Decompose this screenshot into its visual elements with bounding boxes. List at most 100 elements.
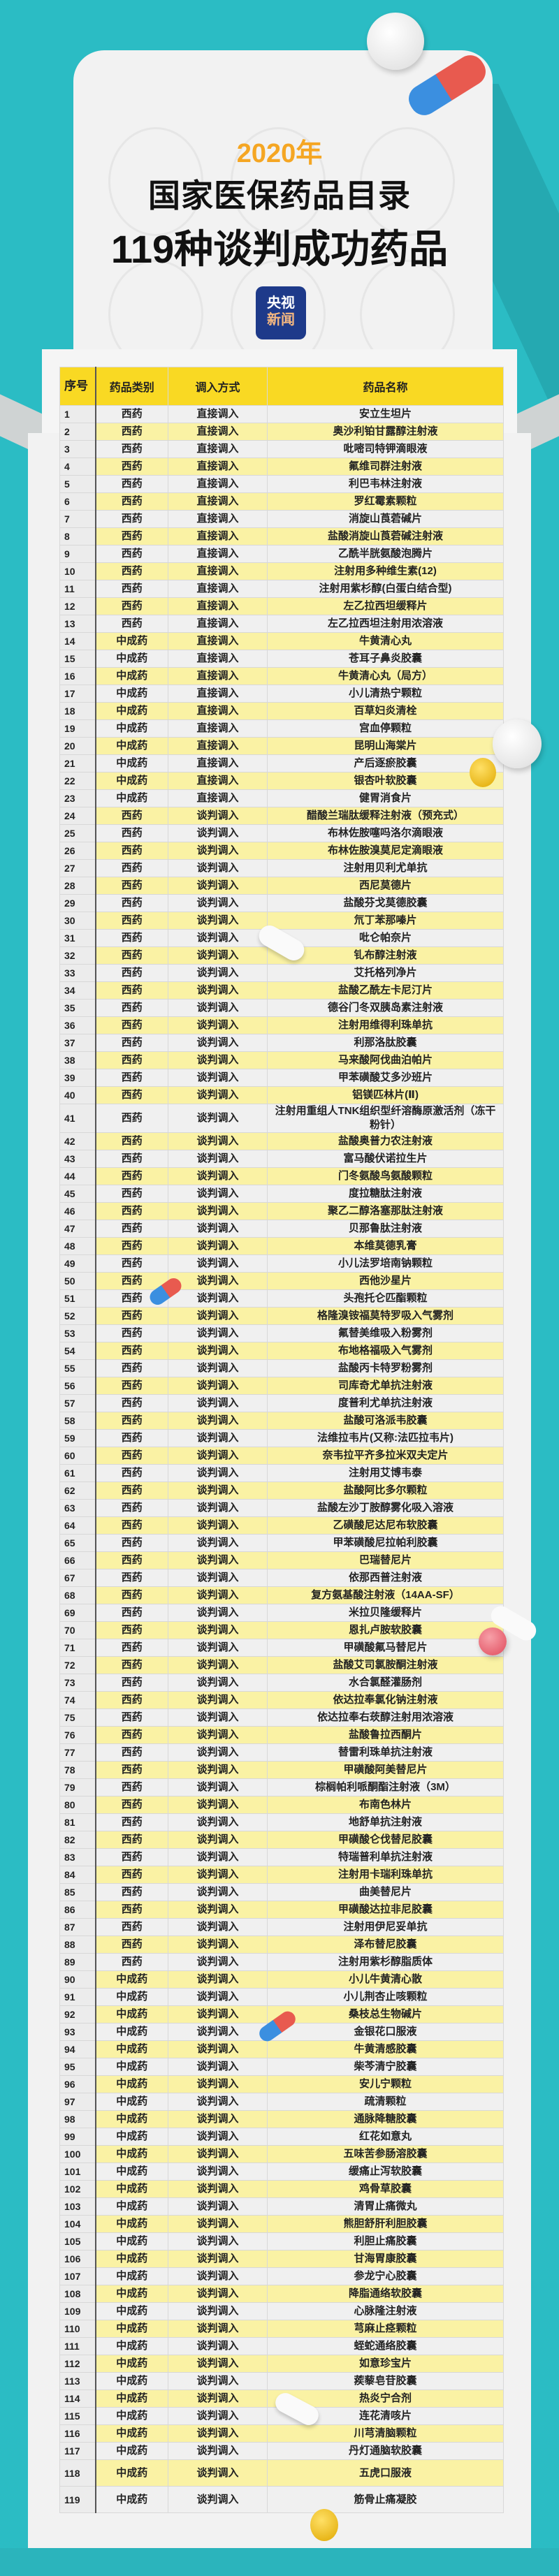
row-drug-name: 小儿清热宁颗粒 bbox=[267, 685, 504, 703]
table-row: 3 西药 直接调入 吡嘧司特钾滴眼液 bbox=[59, 440, 504, 458]
row-drug-name: 依达拉奉氯化钠注射液 bbox=[267, 1691, 504, 1709]
row-drug-name: 氘丁苯那嗪片 bbox=[267, 912, 504, 930]
row-category: 西药 bbox=[95, 1761, 168, 1779]
table-row: 48 西药 谈判调入 本维莫德乳膏 bbox=[59, 1237, 504, 1255]
table-row: 56 西药 谈判调入 司库奇尤单抗注射液 bbox=[59, 1377, 504, 1395]
row-method: 谈判调入 bbox=[168, 2424, 268, 2443]
row-drug-name: 西尼莫德片 bbox=[267, 877, 504, 895]
table-row: 33 西药 谈判调入 艾托格列净片 bbox=[59, 964, 504, 982]
row-drug-name: 依达拉奉右莰醇注射用浓溶液 bbox=[267, 1708, 504, 1727]
row-method: 谈判调入 bbox=[168, 2407, 268, 2425]
row-category: 中成药 bbox=[95, 2424, 168, 2443]
table-row: 80 西药 谈判调入 布南色林片 bbox=[59, 1796, 504, 1814]
row-number: 33 bbox=[59, 964, 96, 982]
row-category: 西药 bbox=[95, 877, 168, 895]
row-method: 谈判调入 bbox=[168, 999, 268, 1017]
row-method: 谈判调入 bbox=[168, 1935, 268, 1954]
row-number: 81 bbox=[59, 1813, 96, 1831]
row-category: 中成药 bbox=[95, 2285, 168, 2303]
row-number: 6 bbox=[59, 492, 96, 511]
row-drug-name: 头孢托仑匹酯颗粒 bbox=[267, 1289, 504, 1308]
table-row: 4 西药 直接调入 氟维司群注射液 bbox=[59, 458, 504, 476]
row-drug-name: 川芎清脑颗粒 bbox=[267, 2424, 504, 2443]
row-method: 谈判调入 bbox=[168, 1429, 268, 1447]
row-method: 谈判调入 bbox=[168, 1813, 268, 1831]
row-category: 西药 bbox=[95, 1953, 168, 1971]
table-row: 35 西药 谈判调入 德谷门冬双胰岛素注射液 bbox=[59, 999, 504, 1017]
row-category: 中成药 bbox=[95, 2320, 168, 2338]
row-method: 谈判调入 bbox=[168, 1534, 268, 1552]
row-drug-name: 布林佐胺噻吗洛尔滴眼液 bbox=[267, 824, 504, 842]
row-number: 49 bbox=[59, 1254, 96, 1273]
row-category: 西药 bbox=[95, 1016, 168, 1034]
row-category: 西药 bbox=[95, 1586, 168, 1604]
row-method: 谈判调入 bbox=[168, 2390, 268, 2408]
row-number: 68 bbox=[59, 1586, 96, 1604]
row-number: 108 bbox=[59, 2285, 96, 2303]
row-drug-name: 牛黄清心丸（局方） bbox=[267, 667, 504, 685]
row-number: 38 bbox=[59, 1051, 96, 1069]
row-number: 103 bbox=[59, 2197, 96, 2216]
row-drug-name: 盐酸芬戈莫德胶囊 bbox=[267, 894, 504, 912]
row-number: 8 bbox=[59, 527, 96, 546]
row-category: 西药 bbox=[95, 1324, 168, 1342]
row-drug-name: 注射用伊尼妥单抗 bbox=[267, 1918, 504, 1936]
row-drug-name: 吡嘧司特钾滴眼液 bbox=[267, 440, 504, 458]
pink-tablet-icon bbox=[479, 1627, 507, 1655]
row-category: 西药 bbox=[95, 859, 168, 877]
row-number: 79 bbox=[59, 1778, 96, 1796]
row-method: 谈判调入 bbox=[168, 1988, 268, 2006]
table-row: 70 西药 谈判调入 恩扎卢胺软胶囊 bbox=[59, 1621, 504, 1639]
row-number: 29 bbox=[59, 894, 96, 912]
table-row: 29 西药 谈判调入 盐酸芬戈莫德胶囊 bbox=[59, 894, 504, 912]
row-number: 105 bbox=[59, 2232, 96, 2251]
row-drug-name: 昆明山海棠片 bbox=[267, 737, 504, 755]
row-number: 104 bbox=[59, 2215, 96, 2233]
row-category: 西药 bbox=[95, 1796, 168, 1814]
row-number: 61 bbox=[59, 1464, 96, 1482]
row-category: 西药 bbox=[95, 1185, 168, 1203]
row-number: 86 bbox=[59, 1901, 96, 1919]
row-category: 西药 bbox=[95, 1743, 168, 1762]
table-row: 51 西药 谈判调入 头孢托仑匹酯颗粒 bbox=[59, 1289, 504, 1308]
row-method: 谈判调入 bbox=[168, 1726, 268, 1744]
row-drug-name: 布林佐胺溴莫尼定滴眼液 bbox=[267, 842, 504, 860]
row-method: 直接调入 bbox=[168, 458, 268, 476]
row-number: 34 bbox=[59, 981, 96, 1000]
table-header: 序号 药品类别 调入方式 药品名称 bbox=[59, 367, 504, 406]
row-category: 西药 bbox=[95, 1656, 168, 1674]
row-number: 18 bbox=[59, 702, 96, 720]
row-number: 71 bbox=[59, 1639, 96, 1657]
row-drug-name: 盐酸阿比多尔颗粒 bbox=[267, 1481, 504, 1500]
row-drug-name: 苍耳子鼻炎胶囊 bbox=[267, 650, 504, 668]
row-number: 69 bbox=[59, 1604, 96, 1622]
row-drug-name: 银杏叶软胶囊 bbox=[267, 772, 504, 790]
row-method: 谈判调入 bbox=[168, 1499, 268, 1517]
row-method: 谈判调入 bbox=[168, 2267, 268, 2285]
row-category: 西药 bbox=[95, 1831, 168, 1849]
row-method: 谈判调入 bbox=[168, 1481, 268, 1500]
row-method: 谈判调入 bbox=[168, 946, 268, 965]
row-method: 谈判调入 bbox=[168, 2372, 268, 2390]
table-row: 99 中成药 谈判调入 红花如意丸 bbox=[59, 2128, 504, 2146]
row-method: 谈判调入 bbox=[168, 2459, 268, 2487]
row-number: 43 bbox=[59, 1150, 96, 1168]
row-drug-name: 健胃消食片 bbox=[267, 789, 504, 807]
row-number: 57 bbox=[59, 1394, 96, 1412]
row-drug-name: 地舒单抗注射液 bbox=[267, 1813, 504, 1831]
row-category: 西药 bbox=[95, 964, 168, 982]
row-category: 西药 bbox=[95, 1167, 168, 1185]
row-category: 中成药 bbox=[95, 719, 168, 738]
row-drug-name: 富马酸伏诺拉生片 bbox=[267, 1150, 504, 1168]
row-number: 88 bbox=[59, 1935, 96, 1954]
row-category: 西药 bbox=[95, 615, 168, 633]
row-category: 西药 bbox=[95, 1394, 168, 1412]
row-number: 42 bbox=[59, 1132, 96, 1150]
table-row: 14 中成药 直接调入 牛黄清心丸 bbox=[59, 632, 504, 650]
row-drug-name: 替雷利珠单抗注射液 bbox=[267, 1743, 504, 1762]
row-category: 西药 bbox=[95, 1447, 168, 1465]
table-row: 77 西药 谈判调入 替雷利珠单抗注射液 bbox=[59, 1743, 504, 1762]
row-method: 谈判调入 bbox=[168, 1412, 268, 1430]
table-row: 17 中成药 直接调入 小儿清热宁颗粒 bbox=[59, 685, 504, 703]
table-row: 75 西药 谈判调入 依达拉奉右莰醇注射用浓溶液 bbox=[59, 1708, 504, 1727]
